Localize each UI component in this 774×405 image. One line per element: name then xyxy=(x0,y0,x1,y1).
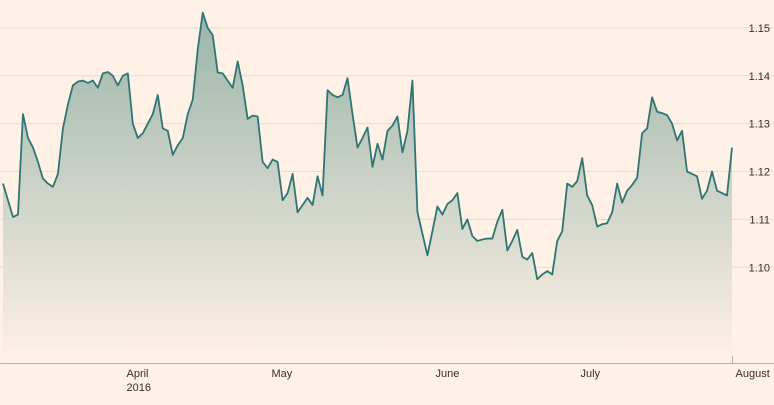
y-tick-label-1: 1.11 xyxy=(749,214,770,226)
x-axis-labels: April 2016 May June July August xyxy=(127,368,770,394)
y-tick-label-5: 1.15 xyxy=(749,23,770,35)
y-tick-label-4: 1.14 xyxy=(749,71,770,83)
series-area xyxy=(3,12,732,364)
x-tick-label-3: July xyxy=(581,368,601,380)
y-tick-label-3: 1.13 xyxy=(749,119,770,131)
y-tick-label-0: 1.10 xyxy=(749,262,770,274)
x-tick-sublabel-0: 2016 xyxy=(127,382,151,394)
y-tick-label-2: 1.12 xyxy=(749,167,770,179)
x-tick-label-4: August xyxy=(736,368,770,380)
x-tick-label-1: May xyxy=(272,368,293,380)
x-tick-label-0: April xyxy=(127,368,149,380)
y-axis: 1.10 1.11 1.12 1.13 1.14 1.15 xyxy=(749,23,770,274)
series-line xyxy=(2,11,733,281)
x-tick-label-2: June xyxy=(436,368,460,380)
